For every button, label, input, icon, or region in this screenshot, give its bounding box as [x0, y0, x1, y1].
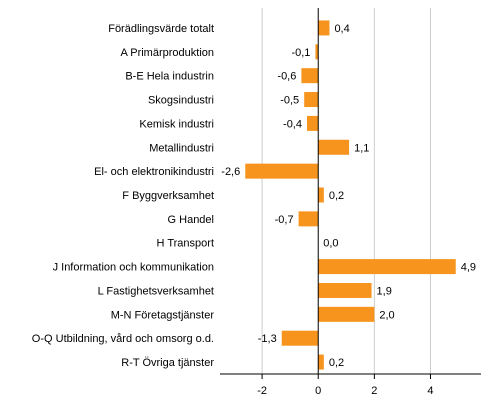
bar	[315, 44, 319, 60]
data-label: 4,9	[461, 262, 476, 274]
category-label: G Handel	[168, 214, 214, 226]
x-tick-label: 0	[315, 385, 321, 397]
bar	[318, 354, 324, 370]
data-label: -0,4	[283, 118, 302, 130]
category-label: Kemisk industri	[139, 118, 214, 130]
data-label: 0,2	[329, 357, 344, 369]
x-tick-label: 2	[371, 385, 377, 397]
bar	[307, 115, 319, 131]
label-layer: Förädlingsvärde totalt 0,4 A Primärprodukt…	[32, 23, 476, 397]
data-label: 0,2	[329, 190, 344, 202]
bar	[318, 306, 375, 322]
bar	[245, 163, 319, 179]
bar	[301, 68, 319, 84]
bar-layer	[245, 20, 456, 370]
data-label: -0,5	[280, 95, 299, 107]
category-label: J Information och kommunikation	[53, 262, 214, 274]
category-label: F Byggverksamhet	[122, 190, 214, 202]
data-label: -1,3	[258, 333, 277, 345]
data-label: 1,9	[377, 285, 392, 297]
data-label: -0,1	[291, 47, 310, 59]
x-tick-label: -2	[257, 385, 267, 397]
category-label: Skogsindustri	[148, 95, 214, 107]
data-label: -0,7	[275, 214, 294, 226]
bar	[318, 187, 324, 203]
data-label: 2,0	[379, 309, 394, 321]
category-label: L Fastighetsverksamhet	[98, 285, 214, 297]
data-label: -0,6	[277, 71, 296, 83]
bar	[318, 20, 330, 36]
category-label: El- och elektronikindustri	[94, 166, 214, 178]
bar	[318, 259, 456, 275]
data-label: 1,1	[354, 142, 369, 154]
data-label: -2,6	[221, 166, 240, 178]
category-label: R-T Övriga tjänster	[121, 357, 214, 369]
bar	[298, 211, 319, 227]
category-label: H Transport	[157, 238, 214, 250]
bar	[304, 92, 319, 108]
category-label: A Primärproduktion	[120, 47, 214, 59]
data-label: 0,0	[323, 238, 338, 250]
data-label: 0,4	[334, 23, 349, 35]
bar	[318, 282, 372, 298]
category-label: O-Q Utbildning, vård och omsorg o.d.	[32, 333, 214, 345]
category-label: Metallindustri	[149, 142, 214, 154]
axis-layer	[220, 8, 481, 379]
category-label: M-N Företagstjänster	[111, 309, 215, 321]
bar	[281, 330, 319, 346]
category-label: B-E Hela industrin	[125, 71, 214, 83]
category-label: Förädlingsvärde totalt	[108, 23, 214, 35]
bar	[318, 139, 350, 155]
x-tick-label: 4	[427, 385, 433, 397]
